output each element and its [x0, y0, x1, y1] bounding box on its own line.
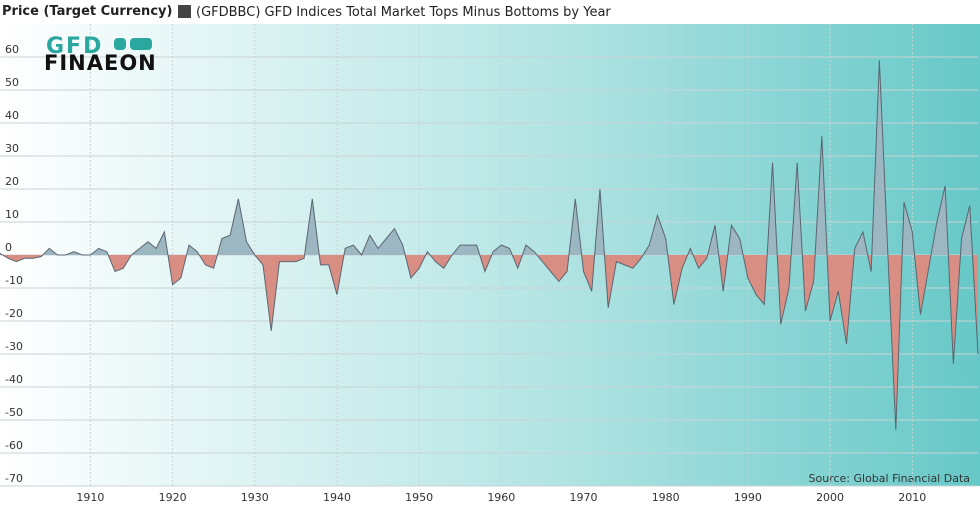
logo-bottom: FINAEON [44, 51, 157, 75]
logo-leaf [114, 38, 126, 50]
series [0, 60, 979, 430]
axis-label: Price (Target Currency) [2, 4, 172, 19]
y-tick-label: 50 [5, 76, 19, 89]
legend-entry: (GFDBBC) GFD Indices Total Market Tops M… [196, 5, 611, 20]
y-tick-label: -20 [5, 307, 23, 320]
x-tick-label: 1950 [405, 491, 433, 504]
y-tick-label: 30 [5, 142, 19, 155]
x-tick-label: 1970 [570, 491, 598, 504]
line [0, 60, 979, 430]
x-tick-label: 2010 [898, 491, 926, 504]
y-tick-label: -10 [5, 274, 23, 287]
x-tick-label: 1980 [652, 491, 680, 504]
x-tick-label: 1990 [734, 491, 762, 504]
x-tick-label: 2000 [816, 491, 844, 504]
logo-leaf [130, 38, 152, 50]
y-tick-label: 20 [5, 175, 19, 188]
y-tick-label: -60 [5, 439, 23, 452]
x-tick-label: 1940 [323, 491, 351, 504]
legend-swatch [178, 5, 191, 18]
y-tick-label: -50 [5, 406, 23, 419]
y-tick-label: 60 [5, 43, 19, 56]
x-tick-label: 1930 [241, 491, 269, 504]
y-tick-label: 10 [5, 208, 19, 221]
y-tick-label: 0 [5, 241, 12, 254]
logo-top: GFD [46, 34, 103, 59]
y-tick-label: 40 [5, 109, 19, 122]
y-tick-label: -40 [5, 373, 23, 386]
x-tick-label: 1960 [487, 491, 515, 504]
x-tick-label: 1920 [159, 491, 187, 504]
y-tick-label: -30 [5, 340, 23, 353]
y-tick-label: -70 [5, 472, 23, 485]
x-tick-label: 1910 [76, 491, 104, 504]
source: Source: Global Financial Data [809, 472, 971, 485]
